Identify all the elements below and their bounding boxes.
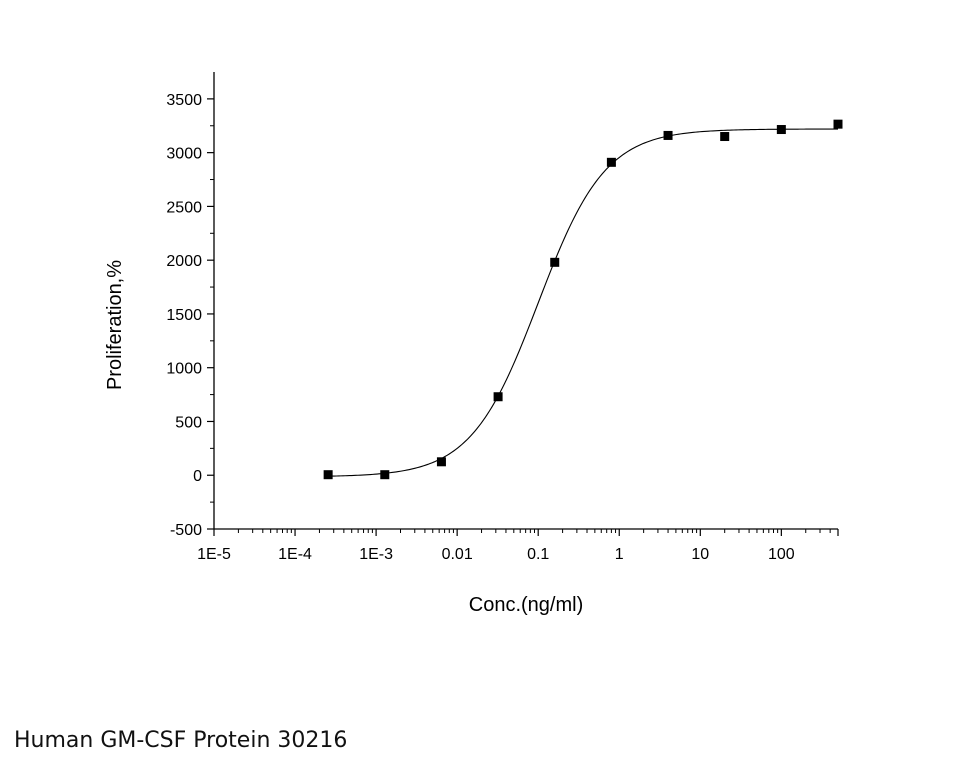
y-tick-label: 500	[175, 414, 202, 431]
x-tick-label: 1E-5	[197, 546, 231, 563]
y-tick-label: 1000	[166, 361, 202, 378]
data-point	[833, 119, 843, 129]
x-tick-label: 0.1	[527, 546, 549, 563]
data-point	[493, 392, 503, 402]
fit-curve-group	[328, 128, 838, 477]
data-point	[323, 470, 333, 480]
data-point	[720, 132, 730, 142]
x-tick-label: 1	[615, 546, 624, 563]
chart: -500 0 500 1000 1500 2000 2500 3000 3500 1E-5 1E-4…	[104, 72, 843, 616]
data-point	[663, 130, 673, 140]
y-tick-label: 3500	[166, 92, 202, 109]
data-point	[550, 257, 560, 267]
y-tick-label: 0	[193, 468, 202, 485]
data-points	[323, 119, 843, 480]
y-tick-label: 3000	[166, 146, 202, 163]
data-point	[380, 470, 390, 480]
y-axis-title: Proliferation,%	[104, 260, 126, 390]
axes: -500 0 500 1000 1500 2000 2500 3000 3500 1E-5 1E-4…	[166, 72, 839, 563]
y-tick-label: 1500	[166, 307, 202, 324]
x-tick-label: 0.01	[442, 546, 473, 563]
y-tick-label: 2000	[166, 253, 202, 270]
x-axis-title: Conc.(ng/ml)	[469, 594, 583, 616]
y-tick-label: 2500	[166, 199, 202, 216]
fit-curve	[328, 128, 838, 477]
x-tick-label: 100	[768, 546, 795, 563]
data-point	[436, 457, 446, 467]
caption: Human GM-CSF Protein 30216	[14, 728, 348, 753]
y-tick-label: -500	[170, 522, 202, 539]
x-tick-label: 1E-3	[359, 546, 393, 563]
x-tick-label: 10	[691, 546, 709, 563]
data-point	[606, 157, 616, 167]
data-point	[776, 125, 786, 135]
x-tick-label: 1E-4	[278, 546, 312, 563]
